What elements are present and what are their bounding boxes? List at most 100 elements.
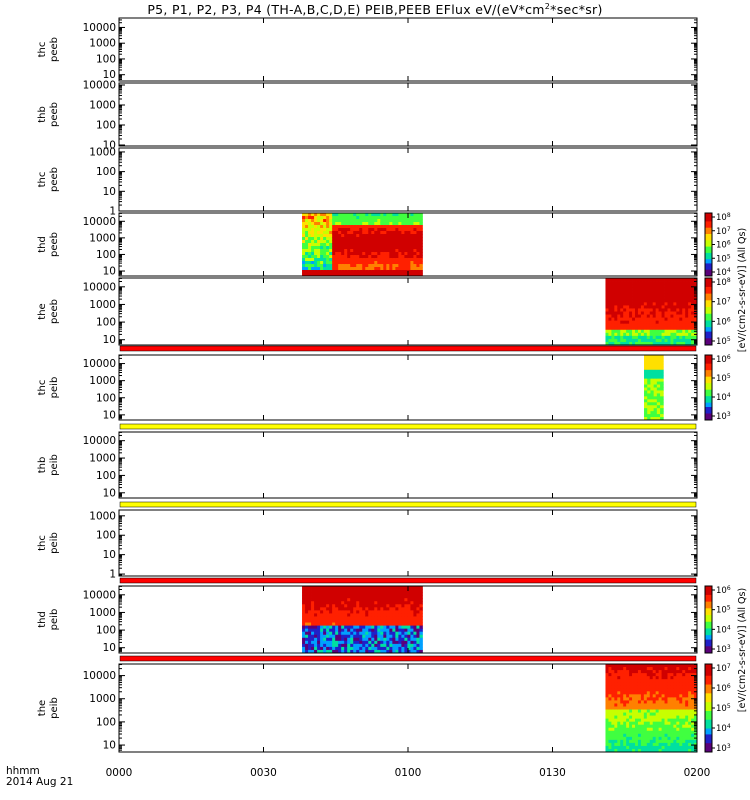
- y-tick-label: 10: [103, 740, 116, 752]
- y-tick-label: 100: [96, 120, 116, 132]
- panel-probe-label: thb: [37, 106, 48, 123]
- colorbar-title-upper: [eV/(cm2-s-sr-eV)] (All Qs): [737, 228, 748, 352]
- panel-product-label: peeb: [49, 37, 60, 62]
- panel-product-label: peeb: [49, 102, 60, 127]
- panel-frame: [118, 147, 698, 212]
- panel-probe-label: thc: [37, 42, 48, 58]
- y-tick-label: 10: [103, 69, 116, 81]
- y-tick-label: 1000: [89, 146, 116, 158]
- quality-flag-bar: [119, 577, 697, 584]
- colorbar-tick-label: 104: [716, 392, 731, 403]
- quality-flag-bar: [119, 423, 697, 430]
- panel-probe-label: the: [37, 303, 48, 319]
- panel-frame: [118, 431, 698, 499]
- colorbar-tick-label: 105: [716, 253, 731, 264]
- quality-flag-bar: [119, 501, 697, 508]
- panel-product-label: peeb: [49, 299, 60, 324]
- y-tick-label: 1000: [89, 607, 116, 619]
- x-tick-label: 0000: [106, 767, 133, 779]
- panel-frame: [118, 82, 698, 147]
- y-tick-label: 100: [96, 392, 116, 404]
- chart-title: P5, P1, P2, P3, P4 (TH-A,B,C,D,E) PEIB,P…: [147, 2, 603, 18]
- x-tick-label: 0200: [684, 767, 711, 779]
- y-tick-label: 100: [96, 166, 116, 178]
- y-tick-label: 100: [96, 53, 116, 65]
- y-tick-label: 1000: [89, 299, 116, 311]
- y-tick-label: 10: [103, 186, 116, 198]
- y-tick-label: 100: [96, 470, 116, 482]
- panel-product-label: peib: [49, 377, 60, 399]
- colorbar-tick-label: 104: [716, 624, 731, 635]
- panel-product-label: peib: [49, 609, 60, 631]
- colorbar-tick-label: 106: [716, 585, 731, 596]
- y-tick-label: 10: [103, 334, 116, 346]
- colorbar-frame: [704, 354, 713, 421]
- x-tick-label: 0030: [250, 767, 277, 779]
- panel-probe-label: thb: [37, 457, 48, 474]
- y-tick-label: 100: [96, 249, 116, 261]
- y-tick-label: 10000: [83, 22, 116, 34]
- panel-probe-label: thd: [37, 236, 48, 253]
- y-tick-label: 10: [103, 140, 116, 152]
- y-tick-label: 10000: [83, 281, 116, 293]
- y-tick-label: 10000: [83, 435, 116, 447]
- y-tick-label: 10: [103, 409, 116, 421]
- y-tick-label: 10000: [83, 589, 116, 601]
- y-tick-label: 1000: [89, 38, 116, 50]
- y-tick-label: 100: [96, 317, 116, 329]
- colorbar-tick-label: 103: [716, 411, 731, 422]
- y-tick-label: 10000: [83, 80, 116, 92]
- quality-flag-bar: [119, 345, 697, 352]
- x-tick-label: 0100: [395, 767, 422, 779]
- panel-product-label: peeb: [49, 232, 60, 257]
- colorbar-tick-label: 105: [716, 336, 731, 347]
- panel-probe-label: thd: [37, 611, 48, 628]
- colorbar-tick-label: 103: [716, 743, 731, 754]
- y-tick-label: 10: [103, 266, 116, 278]
- colorbar-tick-label: 104: [716, 267, 731, 278]
- colorbar-tick-label: 107: [716, 226, 731, 237]
- panel-probe-label: thc: [37, 172, 48, 188]
- y-tick-label: 1000: [89, 453, 116, 465]
- y-tick-label: 10000: [83, 670, 116, 682]
- colorbar-tick-label: 105: [716, 703, 731, 714]
- y-tick-label: 1000: [89, 510, 116, 522]
- y-tick-label: 10000: [83, 358, 116, 370]
- colorbar-tick-label: 104: [716, 723, 731, 734]
- time-axis-label: hhmm: [6, 765, 40, 777]
- colorbar-frame: [704, 585, 713, 654]
- panel-product-label: peib: [49, 697, 60, 719]
- colorbar-tick-label: 108: [716, 212, 731, 223]
- panel-product-label: peeb: [49, 167, 60, 192]
- quality-flag-bar: [119, 655, 697, 662]
- date-label: 2014 Aug 21: [6, 776, 74, 788]
- panel-probe-label: the: [37, 700, 48, 716]
- y-tick-label: 10000: [83, 216, 116, 228]
- colorbar-frame: [704, 277, 713, 346]
- panel-frame: [118, 509, 698, 577]
- colorbar-tick-label: 106: [716, 316, 731, 327]
- y-tick-label: 1000: [89, 100, 116, 112]
- panel-frame: [118, 354, 698, 421]
- y-tick-label: 1000: [89, 693, 116, 705]
- y-tick-label: 1: [109, 569, 116, 581]
- panel-probe-label: thc: [37, 535, 48, 551]
- colorbar-tick-label: 103: [716, 644, 731, 655]
- colorbar-tick-label: 108: [716, 277, 731, 288]
- colorbar-tick-label: 107: [716, 297, 731, 308]
- panel-product-label: peib: [49, 532, 60, 554]
- colorbar-tick-label: 106: [716, 354, 731, 365]
- panel-product-label: peib: [49, 454, 60, 476]
- panel-probe-label: thc: [37, 380, 48, 396]
- colorbar-tick-label: 105: [716, 373, 731, 384]
- colorbar-tick-label: 106: [716, 240, 731, 251]
- colorbar-tick-label: 106: [716, 683, 731, 694]
- y-tick-label: 1: [109, 206, 116, 218]
- y-tick-label: 10: [103, 642, 116, 654]
- x-tick-label: 0130: [539, 767, 566, 779]
- y-tick-label: 100: [96, 625, 116, 637]
- y-tick-label: 100: [96, 530, 116, 542]
- y-tick-label: 10: [103, 549, 116, 561]
- y-tick-label: 10: [103, 487, 116, 499]
- y-tick-label: 1000: [89, 232, 116, 244]
